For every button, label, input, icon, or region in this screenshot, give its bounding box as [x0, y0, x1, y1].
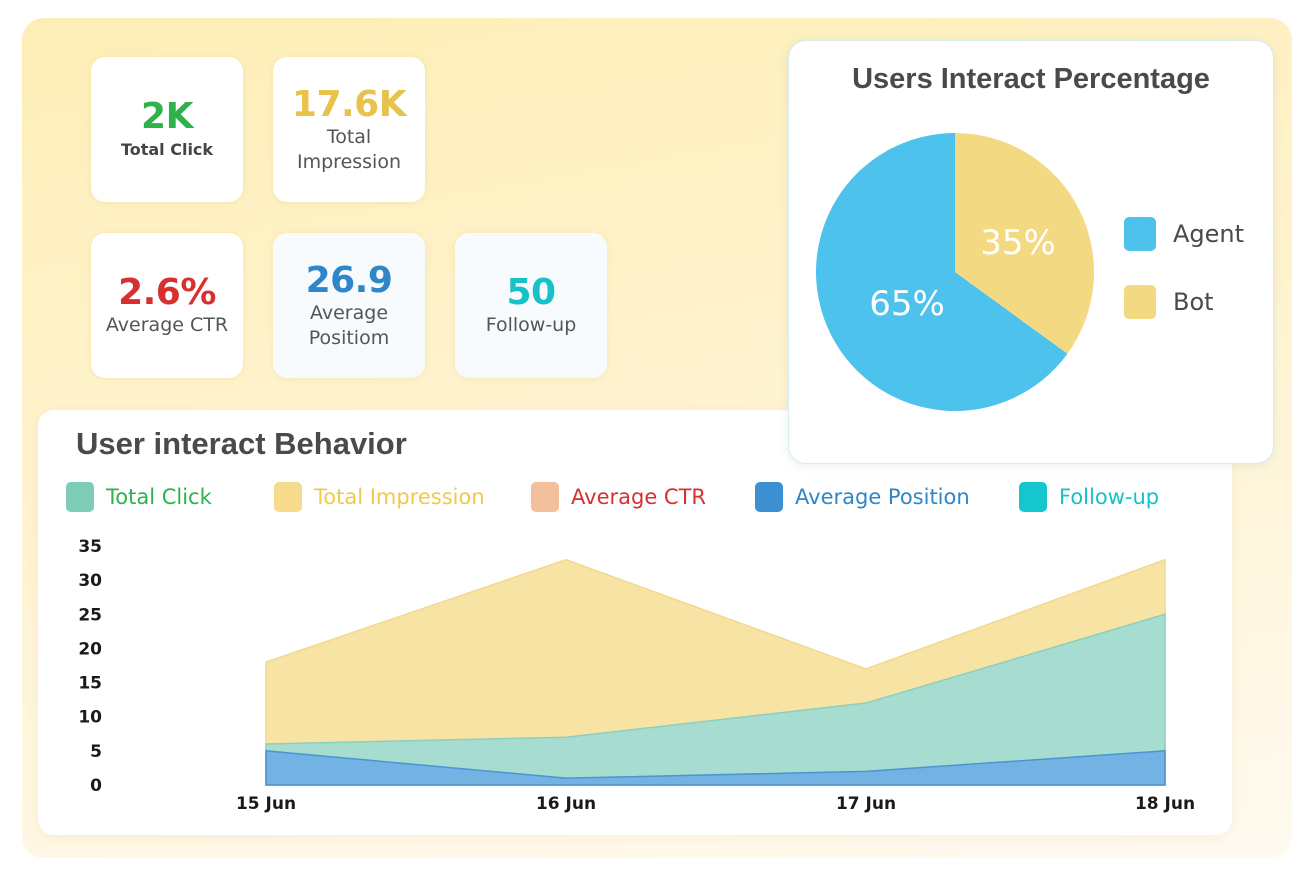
- x-tick-label: 15 Jun: [236, 794, 296, 814]
- legend-total-click-swatch: [66, 482, 94, 512]
- total-click-label: Total Click: [120, 140, 214, 159]
- y-tick-label: 35: [78, 537, 102, 557]
- legend-total-impression: Total Impression: [274, 480, 485, 514]
- legend-follow-up-label: Follow-up: [1059, 485, 1160, 509]
- legend-total-impression-swatch: [274, 482, 302, 512]
- y-tick-label: 15: [78, 674, 102, 694]
- legend-average-ctr-label: Average CTR: [571, 485, 706, 509]
- y-tick-label: 25: [78, 605, 102, 625]
- total-impression-value: 17.6K: [291, 83, 407, 125]
- pie-legend-agent-label: Agent: [1173, 220, 1245, 248]
- y-tick-label: 30: [78, 571, 102, 591]
- average-position-label: Average Positiom: [308, 301, 390, 349]
- average-ctr-label: Average CTR: [105, 314, 229, 336]
- behavior-chart-title: User interact Behavior: [76, 426, 407, 461]
- pie-label-bot: 35%: [980, 223, 1056, 263]
- pie-chart-title: Users Interact Percentage: [852, 63, 1210, 95]
- x-tick-label: 16 Jun: [536, 794, 596, 814]
- follow-up-label: Follow-up: [485, 314, 577, 336]
- pie-legend-agent-swatch: [1124, 217, 1156, 251]
- pie-slice-bot: [955, 133, 1094, 354]
- x-tick-label: 17 Jun: [836, 794, 896, 814]
- total-impression-card: 17.6K Total Impression: [273, 57, 425, 202]
- pie-slice-agent: [816, 133, 1068, 412]
- average-ctr-card: 2.6% Average CTR: [91, 233, 243, 378]
- x-tick-label: 18 Jun: [1135, 794, 1195, 814]
- total-click-card: 2K Total Click: [91, 57, 243, 202]
- legend-average-position-label: Average Position: [795, 485, 970, 509]
- y-tick-label: 0: [90, 776, 102, 796]
- y-tick-label: 20: [78, 639, 102, 659]
- pie-legend-bot-label: Bot: [1173, 288, 1214, 316]
- legend-total-impression-label: Total Impression: [314, 485, 485, 509]
- y-tick-label: 10: [78, 708, 102, 728]
- area-series-average-position: [265, 750, 1166, 786]
- legend-follow-up: Follow-up: [1019, 480, 1159, 514]
- legend-total-click-label: Total Click: [106, 485, 212, 509]
- average-position-value: 26.9: [305, 259, 393, 301]
- legend-average-position: Average Position: [755, 480, 970, 514]
- legend-average-ctr-swatch: [531, 482, 559, 512]
- legend-total-click: Total Click: [66, 480, 212, 514]
- average-position-card: 26.9 Average Positiom: [273, 233, 425, 378]
- total-impression-label: Total Impression: [297, 125, 401, 173]
- legend-average-ctr: Average CTR: [531, 480, 706, 514]
- pie-legend-bot: Bot: [1124, 285, 1214, 319]
- pie-legend-bot-swatch: [1124, 285, 1156, 319]
- follow-up-card: 50 Follow-up: [455, 233, 607, 378]
- pie-legend-agent: Agent: [1124, 217, 1244, 251]
- pie-label-agent: 65%: [869, 284, 945, 324]
- legend-follow-up-swatch: [1019, 482, 1047, 512]
- follow-up-value: 50: [506, 272, 556, 313]
- total-click-value: 2K: [141, 96, 193, 137]
- legend-average-position-swatch: [755, 482, 783, 512]
- y-tick-label: 5: [90, 742, 102, 762]
- average-ctr-value: 2.6%: [118, 272, 216, 313]
